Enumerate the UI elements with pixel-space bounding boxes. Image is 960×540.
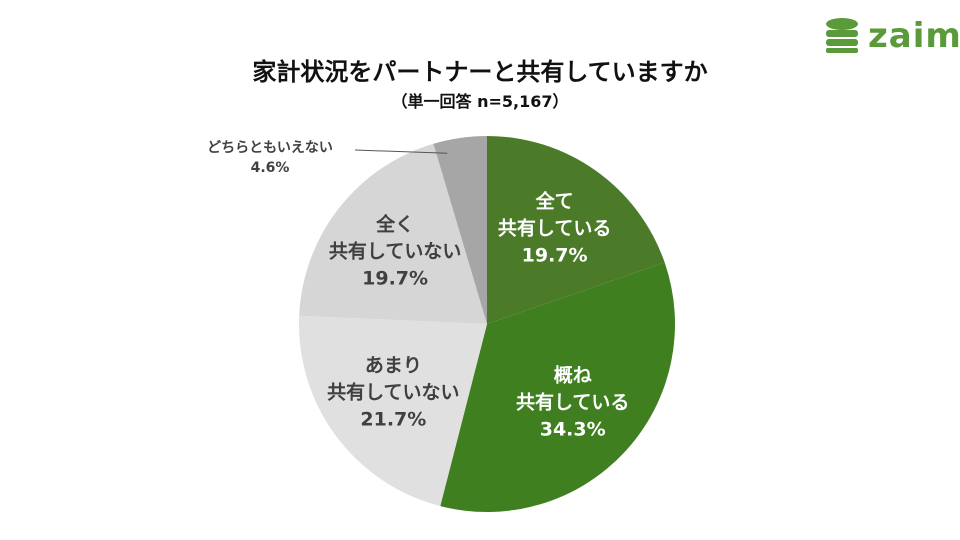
data-label: 概ね 共有している 34.3%: [516, 362, 629, 443]
data-label: あまり 共有していない 21.7%: [327, 353, 459, 434]
category-label: 全て 共有している: [497, 190, 612, 240]
category-label: どちらともいえない: [207, 140, 333, 156]
category-label: 概ね 共有している: [515, 364, 630, 414]
chart-title: 家計状況をパートナーと共有していますか: [252, 58, 708, 86]
value-label: 4.6%: [250, 160, 290, 176]
data-label: 全く 共有していない 19.7%: [329, 212, 461, 293]
leader-line: [354, 149, 448, 154]
pie-slice: [433, 136, 487, 324]
value-label: 19.7%: [362, 267, 429, 290]
value-label: 34.3%: [539, 418, 606, 441]
value-label: 21.7%: [360, 408, 427, 431]
category-label: 全く 共有していない: [328, 213, 462, 263]
pie-slice: [299, 315, 487, 507]
category-label: あまり 共有していない: [327, 354, 460, 404]
data-label: 全て 共有している 19.7%: [498, 189, 611, 270]
data-label: どちらともいえない 4.6%: [207, 138, 333, 178]
chart-subtitle: （単一回答 n=5,167）: [391, 92, 569, 111]
logo-icon: [826, 18, 858, 53]
pie-slice: [487, 136, 665, 324]
pie-slice: [299, 143, 487, 324]
value-label: 19.7%: [521, 244, 588, 267]
logo: zaim: [868, 16, 960, 56]
pie-slice: [440, 262, 675, 512]
